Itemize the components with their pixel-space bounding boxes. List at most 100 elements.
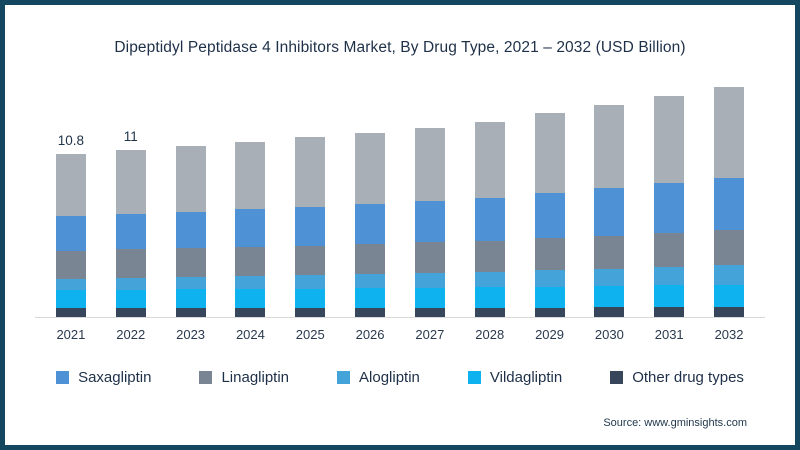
bar-segment-linagliptin: [175, 248, 206, 278]
bar-segment-linagliptin: [235, 247, 266, 277]
legend-item-linagliptin: Linagliptin: [199, 369, 289, 386]
legend-swatch-icon: [337, 371, 351, 384]
bar-segment-other-drug-types: [414, 307, 445, 317]
stacked-bar-2028: [474, 122, 505, 317]
x-tick-label-2029: 2029: [535, 327, 564, 342]
bar-column-2031: [639, 77, 699, 317]
x-tick-label-2027: 2027: [415, 327, 445, 342]
source-text: Source: www.gminsights.com: [603, 417, 747, 429]
bar-segment-saxagliptin: [534, 193, 565, 239]
bar-segment-alogliptin: [474, 272, 505, 288]
bar-column-2029: [520, 77, 580, 317]
legend-label: Alogliptin: [359, 369, 420, 386]
bar-segment-unlabeled-top-gray-segment: [714, 86, 745, 179]
bar-segment-other-drug-types: [55, 307, 86, 317]
bar-value-label-2021: 10.8: [57, 133, 85, 148]
bar-value-label-2022: 11: [123, 129, 138, 144]
bar-column-2028: [460, 77, 520, 317]
bar-segment-linagliptin: [55, 250, 86, 279]
bar-segment-other-drug-types: [175, 307, 206, 317]
stacked-bar-2029: [534, 113, 565, 317]
stacked-bar-2030: [594, 104, 625, 317]
bar-segment-unlabeled-top-gray-segment: [654, 96, 685, 184]
x-tick-label-2030: 2030: [594, 327, 624, 342]
plot-area: 10.8 11: [35, 77, 765, 318]
x-tick-label-2026: 2026: [355, 327, 385, 342]
x-tick-label-2021: 2021: [56, 327, 86, 342]
bar-segment-unlabeled-top-gray-segment: [474, 122, 505, 199]
bar-segment-linagliptin: [654, 233, 685, 267]
bar-segment-alogliptin: [534, 270, 565, 287]
bar-segment-vildagliptin: [55, 289, 86, 308]
bar-segment-vildagliptin: [654, 285, 685, 308]
chart-title: Dipeptidyl Peptidase 4 Inhibitors Market…: [114, 39, 686, 56]
bar-segment-alogliptin: [175, 277, 206, 290]
bar-segment-unlabeled-top-gray-segment: [115, 150, 146, 214]
bar-segment-linagliptin: [474, 241, 505, 273]
x-axis-labels: 2021 2022 2023 2024 2025 2026 2027 2028 2029 2030…: [41, 327, 759, 342]
bar-segment-linagliptin: [714, 230, 745, 266]
bar-column-2027: [400, 77, 460, 317]
x-tick-label-2024: 2024: [235, 327, 265, 342]
bar-segment-saxagliptin: [474, 198, 505, 242]
bar-segment-saxagliptin: [295, 206, 326, 246]
x-tick-label-2025: 2025: [295, 327, 325, 342]
legend-item-saxagliptin: Saxagliptin: [56, 369, 151, 386]
stacked-bar-2023: [175, 146, 206, 317]
bar-segment-other-drug-types: [474, 307, 505, 317]
bar-segment-other-drug-types: [295, 307, 326, 317]
bar-segment-unlabeled-top-gray-segment: [355, 132, 386, 204]
stacked-bar-2021: [55, 154, 86, 317]
stacked-bar-2032: [714, 86, 745, 317]
bar-segment-vildagliptin: [594, 285, 625, 308]
bar-segment-vildagliptin: [175, 289, 206, 308]
bar-segment-vildagliptin: [295, 288, 326, 308]
legend-item-alogliptin: Alogliptin: [337, 369, 420, 386]
bar-segment-unlabeled-top-gray-segment: [55, 154, 86, 216]
bar-column-2023: [161, 77, 221, 317]
bar-segment-unlabeled-top-gray-segment: [175, 146, 206, 212]
bar-segment-vildagliptin: [115, 289, 146, 308]
x-tick-label-2023: 2023: [176, 327, 206, 342]
bar-segment-alogliptin: [654, 266, 685, 286]
stacked-bar-2025: [295, 137, 326, 317]
stacked-bar-2027: [414, 127, 445, 317]
stacked-bar-2031: [654, 96, 685, 317]
legend-item-vildagliptin: Vildagliptin: [467, 369, 563, 386]
legend-label: Other drug types: [632, 369, 744, 386]
x-axis-line: [35, 317, 765, 318]
bar-column-2030: [579, 77, 639, 317]
bar-segment-vildagliptin: [474, 287, 505, 308]
bar-segment-saxagliptin: [235, 209, 266, 248]
bar-segment-saxagliptin: [414, 200, 445, 243]
bar-segment-saxagliptin: [175, 211, 206, 249]
bar-segment-other-drug-types: [714, 307, 745, 317]
bar-segment-vildagliptin: [355, 288, 386, 308]
bar-segment-alogliptin: [355, 274, 386, 289]
bar-segment-alogliptin: [594, 268, 625, 286]
legend-item-other-drug-types: Other drug types: [610, 369, 744, 386]
bar-segment-saxagliptin: [594, 188, 625, 236]
bar-segment-saxagliptin: [355, 203, 386, 245]
bar-column-2021: 10.8: [41, 77, 101, 317]
bar-column-2024: [220, 77, 280, 317]
legend-swatch-icon: [467, 371, 481, 384]
legend-label: Saxagliptin: [78, 369, 152, 386]
bar-segment-alogliptin: [55, 278, 86, 290]
bar-segment-other-drug-types: [355, 307, 386, 317]
bar-segment-saxagliptin: [714, 178, 745, 231]
legend-label: Vildagliptin: [489, 369, 563, 386]
bar-segment-unlabeled-top-gray-segment: [594, 104, 625, 189]
stacked-bar-2022: [115, 150, 146, 317]
bar-segment-saxagliptin: [115, 213, 146, 250]
legend-label: Linagliptin: [221, 369, 290, 386]
bar-segment-saxagliptin: [654, 183, 685, 234]
stacked-bar-2026: [355, 132, 386, 317]
bar-column-2032: [699, 77, 759, 317]
stacked-bar-2024: [235, 141, 266, 317]
legend-swatch-icon: [56, 371, 70, 384]
bar-segment-other-drug-types: [534, 307, 565, 317]
bar-segment-vildagliptin: [714, 284, 745, 308]
bar-segment-unlabeled-top-gray-segment: [534, 113, 565, 194]
bar-column-2025: [280, 77, 340, 317]
